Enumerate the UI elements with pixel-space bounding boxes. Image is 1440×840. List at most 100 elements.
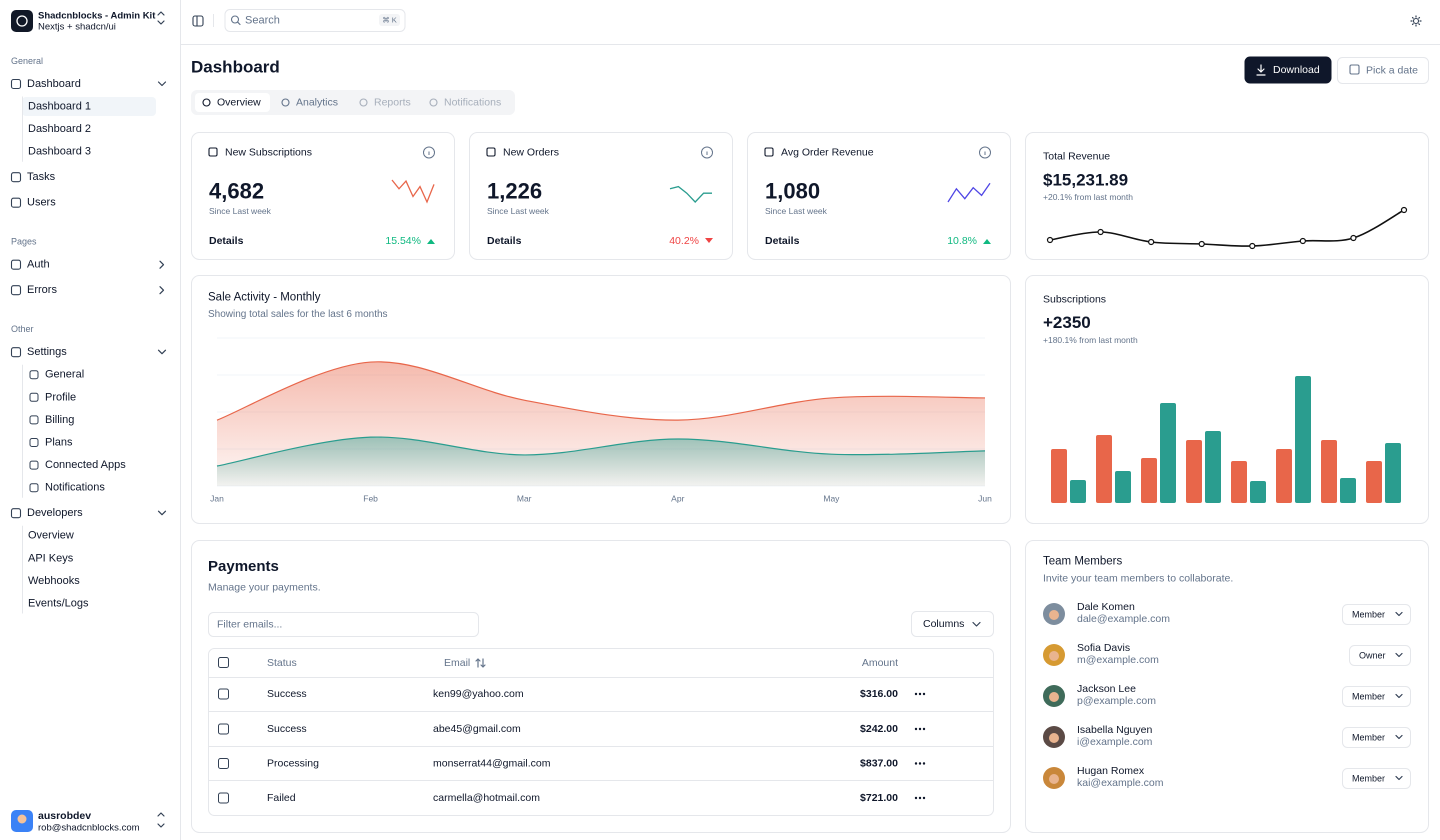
cell-amount: $837.00: [860, 758, 898, 770]
info-icon[interactable]: [701, 146, 713, 159]
role-chevron: [1395, 734, 1403, 740]
sparkline: [947, 182, 991, 203]
tab-icon: [202, 98, 211, 107]
columns-button[interactable]: [911, 611, 994, 637]
nav-item[interactable]: Dashboard: [27, 78, 81, 90]
row-actions[interactable]: [922, 762, 926, 765]
stat-details[interactable]: Details: [209, 235, 244, 247]
row-actions[interactable]: [918, 762, 922, 765]
stat-change: 15.54%: [385, 235, 421, 247]
role-button[interactable]: [1349, 645, 1411, 666]
nav-subitem[interactable]: Connected Apps: [45, 459, 126, 471]
tab[interactable]: Reports: [374, 97, 411, 109]
bar: [1276, 449, 1292, 503]
nav-item[interactable]: Users: [27, 197, 56, 209]
filter-input[interactable]: [208, 612, 479, 637]
x-tick-label: Apr: [671, 494, 684, 504]
stat-details[interactable]: Details: [487, 235, 522, 247]
checkbox[interactable]: [218, 792, 229, 804]
stat-caption: Since Last week: [209, 206, 272, 216]
nav-subitem[interactable]: API Keys: [28, 552, 74, 564]
shortcut-badge: [379, 14, 400, 26]
info-icon[interactable]: [979, 146, 991, 159]
nav-subitem[interactable]: Overview: [28, 530, 74, 542]
nav-subitem[interactable]: Dashboard 3: [28, 146, 91, 158]
checkbox[interactable]: [218, 657, 229, 668]
bar: [1186, 440, 1202, 503]
stat-card: [469, 132, 733, 260]
nav-item[interactable]: Errors: [27, 284, 57, 296]
nav-item[interactable]: Settings: [27, 346, 67, 358]
search-box[interactable]: [224, 9, 406, 32]
stat-value: 4,682: [209, 179, 264, 204]
date-label: Pick a date: [1366, 65, 1418, 77]
bar: [1141, 458, 1157, 503]
row-actions[interactable]: [918, 727, 922, 731]
role-button[interactable]: [1342, 604, 1411, 625]
checkbox[interactable]: [218, 758, 229, 769]
revenue-point: [1350, 234, 1357, 242]
stat-details[interactable]: Details: [765, 235, 800, 247]
row-actions[interactable]: [922, 727, 926, 731]
nav-subitem[interactable]: Billing: [45, 414, 74, 426]
column-header[interactable]: Email: [444, 657, 470, 669]
nav-subitem[interactable]: Events/Logs: [28, 598, 89, 610]
nav-item[interactable]: Auth: [27, 259, 50, 271]
row-actions[interactable]: [914, 727, 918, 731]
nav-item[interactable]: Tasks: [27, 171, 56, 183]
role-button[interactable]: [1342, 686, 1411, 707]
role-button[interactable]: [1342, 727, 1411, 748]
columns-chevron: [972, 621, 981, 627]
cell-status: Processing: [267, 758, 319, 770]
theme-toggle[interactable]: [1412, 17, 1420, 25]
member-name: Dale Komen: [1077, 601, 1135, 613]
tab[interactable]: Notifications: [444, 97, 501, 109]
stat-icon: [208, 147, 218, 157]
nav-subitem[interactable]: Dashboard 1: [28, 101, 91, 113]
bar: [1340, 478, 1356, 503]
subscriptions-caption: +180.1% from last month: [1043, 335, 1138, 345]
stat-change: 40.2%: [669, 235, 699, 247]
revenue-point: [1148, 238, 1155, 246]
search-placeholder: Search: [245, 15, 280, 27]
info-icon[interactable]: [423, 146, 435, 159]
nav-icon: [29, 483, 39, 493]
nav-subitem[interactable]: Plans: [45, 437, 73, 449]
bar: [1205, 431, 1221, 503]
brand-name: Shadcnblocks - Admin Kit: [38, 11, 156, 22]
sidebar-toggle[interactable]: [192, 15, 204, 27]
checkbox[interactable]: [218, 688, 229, 700]
row-actions[interactable]: [918, 692, 922, 696]
download-button[interactable]: [1244, 56, 1332, 84]
download-label: Download: [1273, 64, 1320, 76]
nav-item[interactable]: Developers: [27, 507, 83, 519]
row-actions[interactable]: [914, 796, 918, 800]
revenue-point: [1249, 242, 1256, 250]
row-actions[interactable]: [914, 692, 918, 696]
tab[interactable]: Analytics: [296, 97, 338, 109]
tab[interactable]: Overview: [217, 97, 261, 109]
nav-group-label: Pages: [11, 237, 37, 247]
role-button[interactable]: [1342, 768, 1411, 789]
nav-subitem[interactable]: General: [45, 369, 84, 381]
nav-subitem[interactable]: Profile: [45, 391, 76, 403]
revenue-point: [1097, 228, 1104, 236]
row-actions[interactable]: [914, 762, 918, 765]
row-actions[interactable]: [922, 692, 926, 696]
card-description: Manage your payments.: [208, 582, 321, 594]
card-description: Invite your team members to collaborate.: [1043, 573, 1233, 585]
row-actions[interactable]: [918, 796, 922, 800]
column-header: Amount: [862, 657, 898, 669]
nav-subitem[interactable]: Dashboard 2: [28, 123, 91, 135]
member-role: Member: [1352, 692, 1385, 702]
filter-placeholder: Filter emails...: [217, 619, 282, 631]
nav-subitem[interactable]: Webhooks: [28, 575, 80, 587]
chart-subtitle: Showing total sales for the last 6 month…: [208, 309, 388, 320]
checkbox[interactable]: [218, 723, 229, 735]
row-actions[interactable]: [922, 796, 926, 800]
nav-subitem[interactable]: Notifications: [45, 482, 105, 494]
stat-title: New Subscriptions: [225, 147, 312, 159]
date-button[interactable]: [1337, 57, 1429, 84]
nav-group-label: General: [11, 56, 43, 66]
